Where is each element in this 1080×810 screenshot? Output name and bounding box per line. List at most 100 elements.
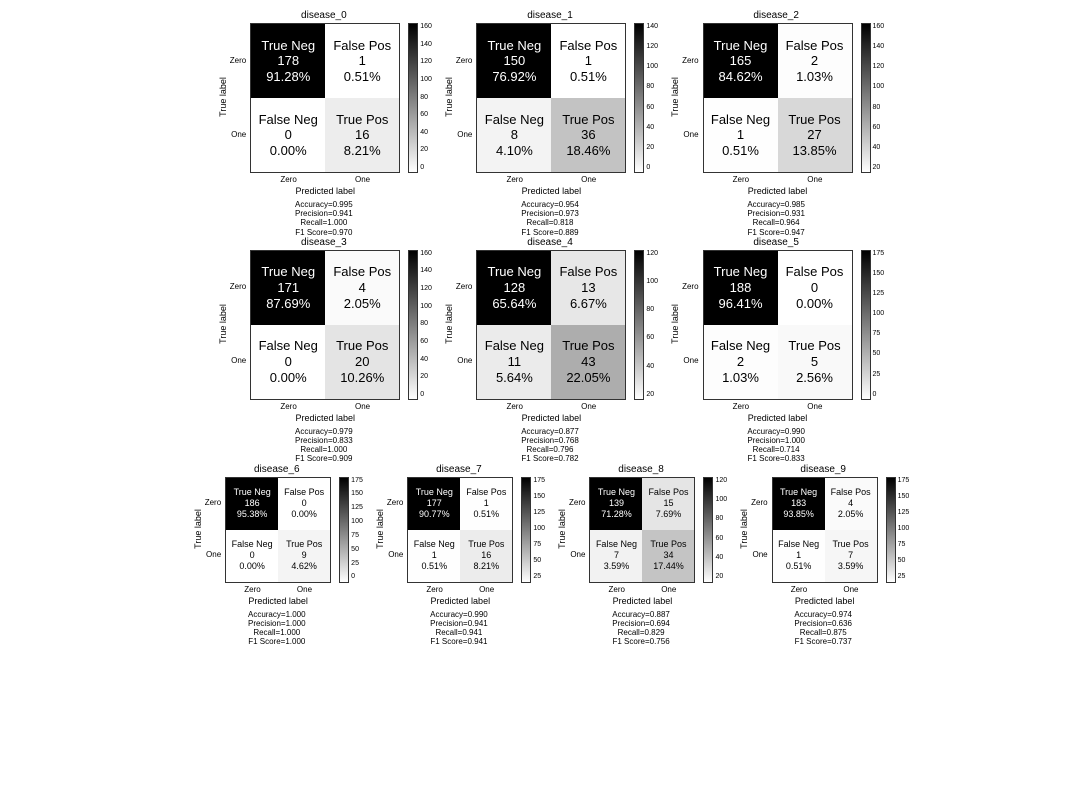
cell-label: False Neg [259,338,318,354]
metric-name: Accuracy= [295,427,333,436]
cell-count: 178 [277,53,299,69]
x-axis-label: Predicted label [522,413,582,423]
cell-label: True Pos [562,338,614,354]
cell-label: False Pos [466,487,506,498]
cell-count: 128 [504,280,526,296]
cell-label: False Pos [559,264,617,280]
colorbar-tick: 80 [873,104,885,111]
x-tick: One [661,585,676,594]
cell-pct: 2.05% [344,296,381,312]
panel-title: disease_8 [618,464,664,475]
y-tick: One [230,130,246,139]
colorbar-tick: 60 [873,124,885,131]
cell-pct: 0.51% [422,561,448,572]
metric-value: 0.636 [832,619,852,628]
chart-area: True labelZeroOneTrue Neg17790.77%False … [373,477,545,606]
colorbar-gradient [521,477,531,583]
y-tick: Zero [569,498,585,507]
cell-count: 171 [277,280,299,296]
metric-value: 0.909 [332,454,352,463]
colorbar-tick: 80 [646,83,658,90]
colorbar-gradient [408,23,418,173]
cell-tn: True Neg17891.28% [251,24,325,98]
cell-fn: False Neg10.51% [704,98,778,172]
x-tick: One [807,402,822,411]
colorbar-tick: 40 [873,144,885,151]
cell-count: 1 [796,550,801,561]
colorbar-ticks: 1751501251007550250 [871,250,885,398]
metric-name: Accuracy= [430,610,468,619]
chart-area: True labelZeroOneTrue Neg15076.92%False … [442,23,658,196]
colorbar-gradient [339,477,349,583]
y-axis-label: True label [557,509,567,549]
chart-area: True labelZeroOneTrue Neg16584.62%False … [668,23,884,196]
colorbar-tick: 175 [533,477,545,484]
y-tick: Zero [205,498,221,507]
colorbar-tick: 60 [646,334,658,341]
colorbar-tick: 75 [873,330,885,337]
y-axis-label: True label [670,77,680,117]
colorbar-ticks: 160140120100806040200 [418,23,432,171]
metric-name: Accuracy= [521,200,559,209]
colorbar-tick: 25 [351,560,363,567]
colorbar-tick: 100 [646,63,658,70]
metric-line: Recall=0.796 [521,445,579,454]
cell-tn: True Neg12865.64% [477,251,551,325]
metric-line: Precision=0.941 [295,209,353,218]
cell-fn: False Neg10.51% [408,530,460,582]
colorbar-tick: 150 [351,490,363,497]
metric-value: 1.000 [280,628,300,637]
metrics-block: Accuracy=0.990Precision=0.941Recall=0.94… [430,610,488,647]
metric-value: 0.833 [785,454,805,463]
y-ticks: ZeroOne [682,23,702,171]
metric-value: 0.877 [559,427,579,436]
cell-count: 8 [511,127,518,143]
colorbar-tick: 150 [533,493,545,500]
colorbar: 175150125100755025 [521,477,545,583]
metrics-block: Accuracy=0.974Precision=0.636Recall=0.87… [794,610,852,647]
cell-label: True Pos [788,338,840,354]
cell-fp: False Pos10.51% [460,478,512,530]
confusion-panel-d2: disease_2True labelZeroOneTrue Neg16584.… [668,10,884,237]
metric-line: Accuracy=0.990 [747,427,805,436]
metric-name: F1 Score= [795,637,832,646]
confusion-matrix: True Neg18695.38%False Pos00.00%False Ne… [225,477,331,583]
y-tick: One [387,550,403,559]
colorbar-ticks: 175150125100755025 [531,477,545,581]
cell-label: True Pos [468,539,504,550]
metric-line: Accuracy=0.995 [295,200,353,209]
metric-name: F1 Score= [521,228,558,237]
metric-line: F1 Score=1.000 [248,637,306,646]
colorbar-tick: 50 [898,557,910,564]
y-axis-label: True label [444,77,454,117]
y-ticks: ZeroOne [230,250,250,398]
metric-name: Recall= [435,628,462,637]
metric-line: Accuracy=0.990 [430,610,488,619]
colorbar-tick: 25 [898,573,910,580]
cell-label: True Neg [780,487,817,498]
cell-pct: 10.26% [340,370,384,386]
y-tick: One [205,550,221,559]
cell-count: 1 [585,53,592,69]
cell-pct: 95.38% [237,509,268,520]
metrics-block: Accuracy=0.979Precision=0.833Recall=1.00… [295,427,353,464]
metric-line: Recall=0.941 [430,628,488,637]
cell-count: 1 [359,53,366,69]
cell-count: 150 [504,53,526,69]
x-tick: One [581,402,596,411]
cell-pct: 1.03% [796,69,833,85]
panel-title: disease_4 [527,237,573,248]
metrics-block: Accuracy=0.995Precision=0.941Recall=1.00… [295,200,353,237]
cell-fn: False Neg00.00% [251,98,325,172]
colorbar-tick: 100 [646,278,658,285]
metric-name: Accuracy= [747,427,785,436]
cell-label: True Pos [286,539,322,550]
colorbar: 12010080604020 [634,250,658,400]
colorbar-tick: 25 [533,573,545,580]
x-tick: Zero [280,175,296,184]
colorbar-tick: 175 [873,250,885,257]
colorbar-tick: 120 [873,63,885,70]
metric-name: Accuracy= [248,610,286,619]
colorbar-tick: 120 [646,250,658,257]
metric-line: F1 Score=0.756 [612,637,670,646]
